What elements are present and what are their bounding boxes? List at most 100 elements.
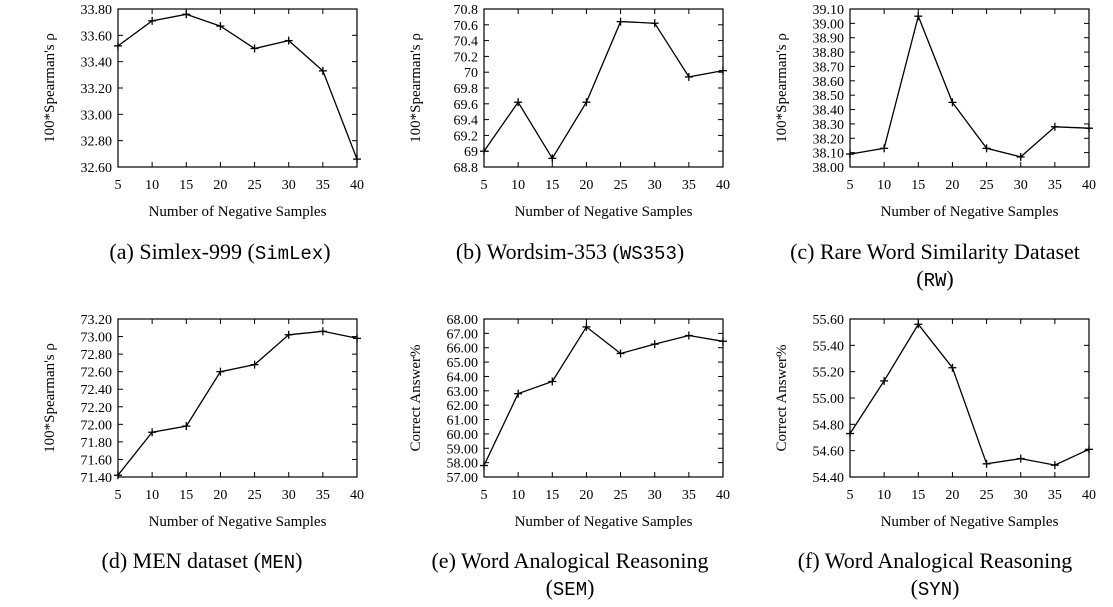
chart-panel-a: 5 10 15 20 25 30 35 40 32.60 32.80 33.00 33.20 33.40…: [42, 3, 364, 265]
y-tick-label: 33.60: [81, 29, 113, 44]
y-tick-label: 69.8: [454, 82, 479, 97]
caption-line2: (SYN): [911, 575, 960, 601]
x-axis-label: Number of Negative Samples: [881, 514, 1059, 530]
x-tick-label: 10: [145, 178, 159, 193]
caption-paren-open: (: [911, 575, 918, 600]
x-tick-label: 35: [682, 178, 696, 193]
chart-panel-f: 5 10 15 20 25 30 35 40 54.40 54.60 54.80 55.00 55.20…: [774, 313, 1096, 601]
x-tick-label: 35: [1048, 488, 1062, 503]
x-tick-label: 30: [1014, 488, 1028, 503]
plot-frame: [117, 318, 358, 478]
series-line: [117, 13, 358, 160]
x-tick-label: 15: [545, 178, 559, 193]
y-tick-label: 68.8: [454, 161, 479, 176]
data-point: [880, 144, 889, 153]
plot-frame: [849, 318, 1090, 478]
x-tick-label: 35: [682, 488, 696, 503]
x-tick-label: 35: [316, 178, 330, 193]
plot-frame: [849, 8, 1090, 168]
data-point: [148, 16, 157, 25]
y-tick-label: 60.00: [447, 428, 479, 443]
chart-panel-d: 5 10 15 20 25 30 35 40 71.40 71.60 71.80 72.00 72.20…: [42, 313, 364, 574]
data-point: [216, 22, 225, 31]
y-tick-label: 71.60: [81, 453, 113, 468]
y-tick-label: 63.00: [447, 385, 479, 400]
data-point: [948, 98, 957, 107]
data-point: [353, 155, 361, 164]
y-tick-label: 69.2: [454, 129, 479, 144]
series-line: [117, 330, 358, 476]
data-point: [1016, 454, 1025, 463]
x-axis-label: Number of Negative Samples: [515, 514, 693, 530]
caption-paren-open: (: [916, 266, 923, 291]
y-tick-label: 38.00: [813, 161, 845, 176]
data-point: [582, 322, 591, 331]
data-point: [616, 17, 625, 26]
caption-code: MEN: [261, 552, 295, 574]
x-tick-label: 30: [648, 488, 662, 503]
y-tick-label: 73.20: [81, 313, 113, 328]
x-tick-label: 25: [248, 488, 262, 503]
data-point: [846, 429, 854, 438]
x-tick-label: 5: [481, 488, 488, 503]
y-tick-label: 72.40: [81, 383, 113, 398]
x-tick-label: 20: [579, 488, 593, 503]
y-tick-label: 68.00: [447, 313, 479, 328]
y-tick-label: 72.00: [81, 418, 113, 433]
y-axis-label: Correct Answer%: [408, 344, 424, 451]
y-tick-label: 62.00: [447, 399, 479, 414]
caption-text: (a) Simlex-999 (: [109, 239, 254, 264]
y-tick-label: 71.40: [81, 471, 113, 486]
y-tick-label: 38.90: [813, 32, 845, 47]
y-tick-label: 38.30: [813, 118, 845, 133]
x-tick-label: 15: [179, 488, 193, 503]
x-tick-label: 5: [115, 488, 122, 503]
x-tick-label: 40: [716, 178, 730, 193]
x-tick-label: 30: [282, 178, 296, 193]
x-tick-label: 10: [877, 178, 891, 193]
caption: (f) Word Analogical Reasoning: [798, 548, 1073, 573]
x-tick-label: 30: [648, 178, 662, 193]
y-tick-label: 69.4: [454, 114, 479, 129]
chart-panel-b: 5 10 15 20 25 30 35 4068.86969.269.469.669.8707…: [408, 3, 730, 265]
x-tick-label: 15: [545, 488, 559, 503]
data-point: [480, 147, 488, 156]
x-tick-label: 20: [579, 178, 593, 193]
data-point: [114, 471, 122, 480]
x-tick-label: 20: [213, 488, 227, 503]
y-tick-label: 54.80: [813, 418, 845, 433]
caption-line2: (SEM): [546, 575, 595, 601]
y-tick-label: 72.60: [81, 366, 113, 381]
y-tick-label: 66.00: [447, 342, 479, 357]
series-line: [849, 323, 1090, 466]
y-tick-label: 38.70: [813, 60, 845, 75]
y-tick-label: 65.00: [447, 356, 479, 371]
x-tick-label: 10: [511, 488, 525, 503]
data-point: [216, 367, 225, 376]
y-tick-label: 55.40: [813, 339, 845, 354]
caption-code: SEM: [553, 579, 587, 601]
data-point: [480, 461, 488, 470]
y-tick-label: 33.20: [81, 82, 113, 97]
caption-code: RW: [924, 270, 947, 292]
x-tick-label: 25: [614, 178, 628, 193]
data-point: [148, 428, 157, 437]
y-tick-label: 71.80: [81, 436, 113, 451]
y-tick-label: 72.20: [81, 401, 113, 416]
x-tick-label: 25: [980, 178, 994, 193]
plot-frame: [117, 8, 358, 168]
data-point: [650, 19, 659, 28]
y-tick-label: 70.2: [454, 50, 479, 65]
y-tick-label: 54.60: [813, 445, 845, 460]
data-point: [948, 363, 957, 372]
data-point: [318, 66, 327, 75]
y-tick-label: 59.00: [447, 442, 479, 457]
y-tick-label: 33.00: [81, 108, 113, 123]
y-axis-label: Correct Answer%: [774, 344, 790, 451]
y-tick-label: 72.80: [81, 348, 113, 363]
y-tick-label: 73.00: [81, 331, 113, 346]
y-tick-label: 39.10: [813, 3, 845, 18]
x-tick-label: 40: [1082, 178, 1096, 193]
y-tick-label: 55.00: [813, 392, 845, 407]
y-tick-label: 33.80: [81, 3, 113, 18]
